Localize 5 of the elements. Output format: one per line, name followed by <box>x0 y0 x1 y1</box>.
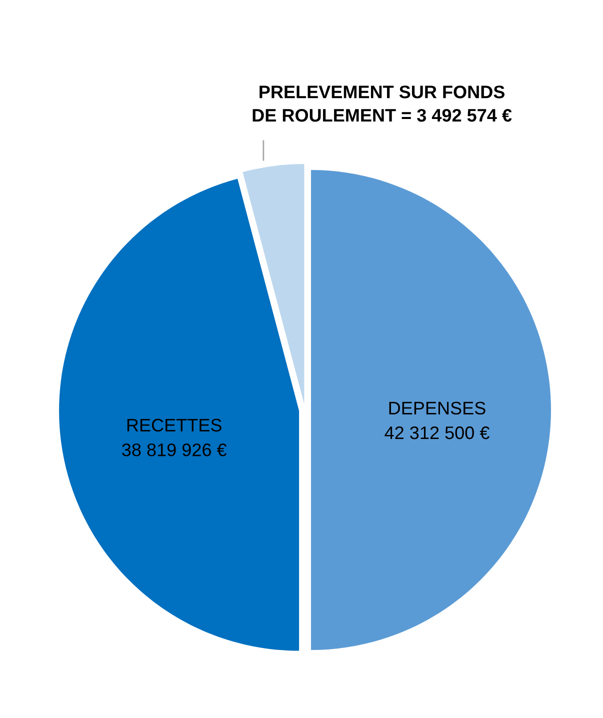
data-label: 42 312 500 € <box>384 426 490 440</box>
slice-label: RECETTES <box>127 418 222 432</box>
slice-label: DEPENSES <box>389 402 486 415</box>
slice-label: PRELEVEMENT SUR FONDS DE ROULEMENT = 3 492 574 € <box>252 86 512 122</box>
data-label: 38 819 926 € <box>122 443 227 456</box>
